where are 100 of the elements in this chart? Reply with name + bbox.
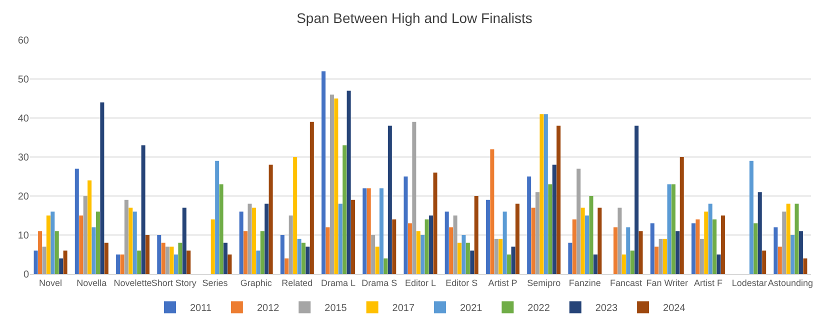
bar — [124, 200, 128, 274]
bar — [375, 246, 380, 274]
bar — [552, 164, 556, 274]
bar — [638, 231, 643, 274]
x-tick-label: Novelette — [114, 278, 152, 288]
bar — [798, 231, 803, 274]
bar — [502, 212, 507, 274]
bar — [92, 227, 96, 274]
bar — [63, 250, 68, 274]
bar — [593, 254, 598, 274]
bar — [507, 254, 512, 274]
bar — [458, 242, 462, 274]
bar — [486, 200, 490, 274]
bar — [576, 168, 581, 274]
bar — [161, 242, 166, 274]
x-tick-label: Novella — [76, 278, 107, 288]
bar — [650, 223, 654, 274]
bar — [182, 208, 186, 274]
bar — [366, 188, 371, 274]
bar — [778, 246, 782, 274]
bar — [96, 212, 100, 274]
bar — [174, 254, 178, 274]
bar — [166, 246, 170, 274]
x-tick-label: Editor L — [404, 278, 436, 288]
bar — [749, 160, 754, 274]
bar — [50, 212, 55, 274]
bar — [244, 231, 248, 274]
bar — [116, 254, 120, 274]
y-tick-label: 20 — [18, 192, 30, 202]
bar — [782, 212, 786, 274]
bar — [74, 168, 79, 274]
x-tick-label: Novel — [39, 278, 62, 288]
y-tick-label: 30 — [18, 152, 30, 164]
bar — [268, 164, 273, 274]
bar — [34, 250, 38, 274]
bar — [146, 235, 150, 274]
x-tick-label: Astounding — [768, 278, 813, 288]
bar — [310, 122, 314, 274]
bar — [762, 250, 766, 274]
bar — [224, 242, 228, 274]
bar — [774, 227, 778, 274]
bar — [157, 235, 162, 274]
bar — [412, 122, 416, 274]
x-tick-label: Drama S — [362, 278, 398, 288]
bar — [515, 204, 520, 274]
bar — [531, 208, 536, 274]
bar — [548, 184, 552, 274]
bar — [474, 196, 478, 274]
x-tick-label: Semipro — [527, 278, 561, 288]
bar — [132, 212, 137, 274]
bar — [420, 235, 425, 274]
bar — [219, 184, 224, 274]
bar — [288, 216, 293, 274]
chart-title: Span Between High and Low Finalists — [296, 10, 532, 26]
x-tick-label: Related — [282, 278, 313, 288]
bar — [351, 200, 356, 274]
bar — [380, 188, 384, 274]
bar — [38, 231, 42, 274]
bar — [568, 242, 572, 274]
bar — [556, 126, 561, 274]
bar — [613, 227, 618, 274]
bar — [248, 204, 252, 274]
bar — [178, 242, 182, 274]
bar — [449, 227, 454, 274]
y-tick-label: 0 — [23, 270, 30, 280]
bar — [252, 208, 256, 274]
bar — [79, 216, 84, 274]
x-tick-label: Fanzine — [568, 278, 601, 288]
bar — [433, 172, 438, 274]
bar — [42, 246, 46, 274]
x-tick-label: Fan Writer — [646, 278, 688, 288]
legend-label: 2015 — [324, 303, 348, 314]
bar — [330, 94, 334, 274]
legend-label: 2011 — [190, 303, 212, 314]
bar — [704, 212, 708, 274]
bar — [803, 258, 808, 274]
legend-label: 2012 — [256, 303, 280, 314]
bar — [326, 227, 330, 274]
bar — [630, 250, 634, 274]
bar — [580, 208, 585, 274]
bar — [342, 145, 347, 274]
bar — [429, 216, 434, 274]
bar — [362, 188, 367, 274]
bar — [293, 157, 298, 274]
bar — [758, 192, 762, 274]
bar — [388, 126, 392, 274]
bar — [754, 223, 758, 274]
bar — [712, 219, 717, 274]
bar — [462, 235, 466, 274]
bar — [215, 160, 220, 274]
y-tick-label: 60 — [18, 36, 30, 46]
bar — [88, 180, 92, 274]
x-tick-label: Lodestar — [732, 278, 767, 288]
bar — [494, 238, 498, 274]
legend-label: 2021 — [460, 303, 483, 314]
legend-label: 2023 — [595, 303, 618, 314]
bar — [790, 235, 795, 274]
bar — [626, 227, 630, 274]
y-tick-label: 40 — [18, 114, 30, 124]
bar — [210, 219, 215, 274]
